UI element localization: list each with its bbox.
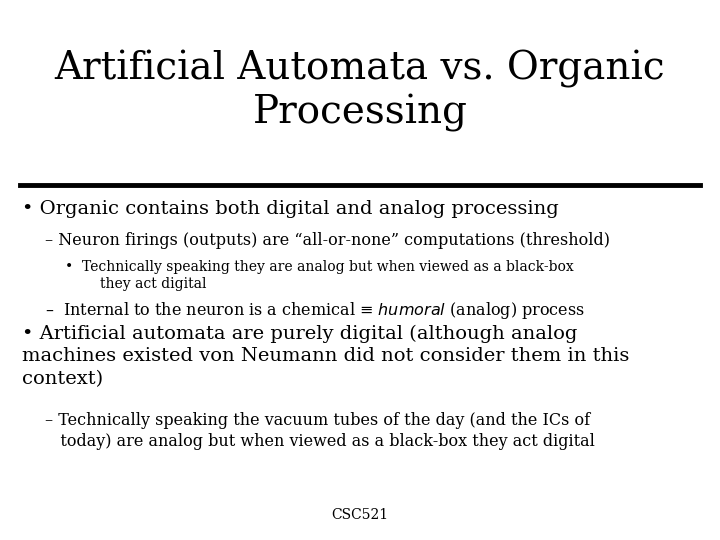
Text: • Organic contains both digital and analog processing: • Organic contains both digital and anal… [22,200,559,218]
Text: •  Technically speaking they are analog but when viewed as a black-box
        t: • Technically speaking they are analog b… [65,260,574,291]
Text: • Artificial automata are purely digital (although analog
machines existed von N: • Artificial automata are purely digital… [22,325,629,388]
Text: – Neuron firings (outputs) are “all-or-none” computations (threshold): – Neuron firings (outputs) are “all-or-n… [45,232,610,249]
Text: Artificial Automata vs. Organic
Processing: Artificial Automata vs. Organic Processi… [55,50,665,132]
Text: CSC521: CSC521 [331,508,389,522]
Text: –  Internal to the neuron is a chemical ≡ $\mathit{humoral}$ (analog) process: – Internal to the neuron is a chemical ≡… [45,300,585,321]
Text: – Technically speaking the vacuum tubes of the day (and the ICs of
   today) are: – Technically speaking the vacuum tubes … [45,412,595,450]
